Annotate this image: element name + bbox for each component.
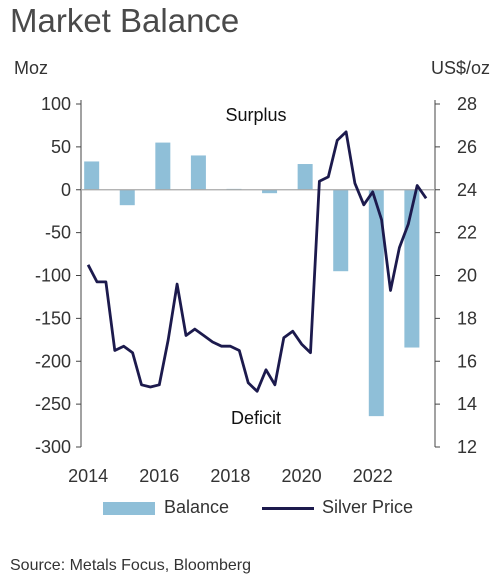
right-tick-label: 20 [457, 266, 477, 286]
source-note: Source: Metals Focus, Bloomberg [10, 557, 251, 574]
left-tick-label: -100 [35, 266, 71, 286]
annotation-deficit: Deficit [231, 408, 281, 428]
x-tick-label: 2018 [210, 466, 250, 486]
x-tick-label: 2020 [282, 466, 322, 486]
legend-balance-swatch [103, 502, 155, 515]
x-tick-label: 2014 [68, 466, 108, 486]
left-tick-label: 50 [51, 137, 71, 157]
x-tick-label: 2022 [353, 466, 393, 486]
chart-title: Market Balance [10, 2, 240, 39]
right-tick-label: 26 [457, 137, 477, 157]
left-tick-label: -200 [35, 351, 71, 371]
balance-bar [404, 189, 420, 348]
balance-bar [368, 189, 384, 417]
legend-silver-price-label: Silver Price [322, 497, 414, 517]
silver-price-line [86, 130, 428, 393]
right-tick-label: 12 [457, 437, 477, 457]
left-tick-label: 100 [41, 94, 71, 114]
right-tick-label: 14 [457, 394, 477, 414]
market-balance-chart: 100500-50-100-150-200-250-30028262422201… [35, 94, 477, 486]
legend-silver-price-swatch [262, 507, 314, 510]
left-tick-label: 0 [61, 180, 71, 200]
balance-bar [84, 161, 100, 190]
balance-bar [297, 164, 313, 190]
right-tick-label: 18 [457, 308, 477, 328]
right-tick-label: 22 [457, 223, 477, 243]
left-tick-label: -250 [35, 394, 71, 414]
balance-bar [155, 142, 171, 190]
left-tick-label: -50 [45, 223, 71, 243]
balance-bar [190, 155, 206, 190]
chart-legend: Balance Silver Price [0, 494, 502, 520]
balance-bar [333, 189, 349, 272]
balance-bar [119, 189, 135, 206]
balance-bar [262, 189, 278, 194]
right-tick-label: 28 [457, 94, 477, 114]
x-tick-label: 2016 [139, 466, 179, 486]
left-tick-label: -150 [35, 308, 71, 328]
right-tick-label: 24 [457, 180, 477, 200]
left-axis-unit: Moz [14, 58, 49, 78]
left-tick-label: -300 [35, 437, 71, 457]
legend-balance-label: Balance [164, 497, 230, 517]
annotation-surplus: Surplus [225, 105, 286, 125]
right-tick-label: 16 [457, 351, 477, 371]
right-axis-unit: US$/oz [430, 58, 490, 78]
